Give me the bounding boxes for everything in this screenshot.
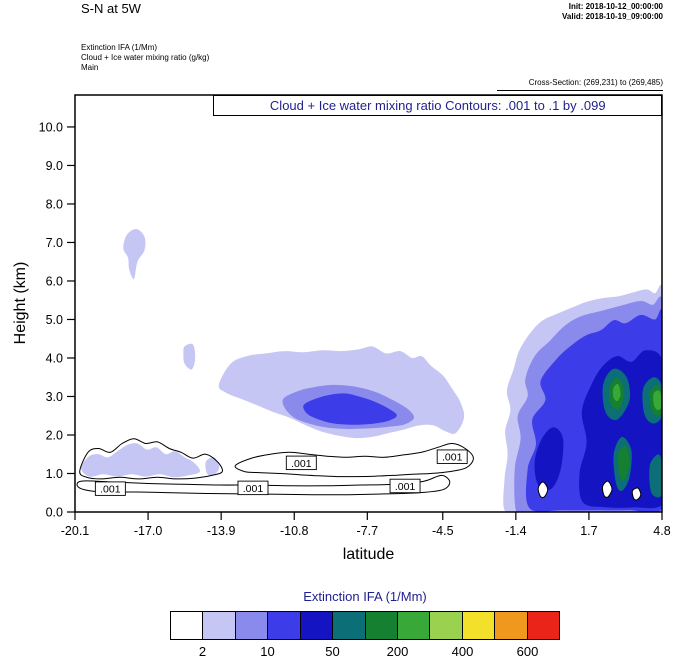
- contour-line-surface-long-loop: [76, 474, 451, 496]
- colorbar-cell-8: [429, 612, 462, 639]
- y-tick-label: 5.0: [46, 313, 63, 327]
- y-tick-label: 4.0: [46, 351, 63, 365]
- contour-label-box: [237, 480, 269, 496]
- y-tick-label: 7.0: [46, 236, 63, 250]
- colorbar-label: 600: [516, 644, 539, 659]
- cross-section-label: Cross-Section: (269,231) to (269,485): [528, 78, 663, 87]
- contour-label-text: .001: [442, 452, 463, 464]
- x-tick-label: -10.8: [280, 524, 309, 538]
- colorbar-label: 200: [386, 644, 409, 659]
- fill-upper-left-blob: [123, 228, 146, 280]
- y-tick-label: 10.0: [39, 120, 63, 134]
- y-tick-label: 1.0: [46, 467, 63, 481]
- contour-title-box: [213, 95, 662, 116]
- contour-line-left-upper-loop: [79, 438, 223, 480]
- contour-title-text: Cloud + Ice water mixing ratio Contours:…: [270, 98, 606, 113]
- colorbar: [170, 611, 560, 640]
- colorbar-label: 10: [260, 644, 275, 659]
- colorbar-label: 50: [325, 644, 340, 659]
- y-tick-label: 2.0: [46, 428, 63, 442]
- field-extinction-label: Extinction IFA (1/Mm): [81, 43, 158, 52]
- colorbar-cell-3: [267, 612, 300, 639]
- page-title: S-N at 5W: [81, 1, 141, 16]
- contour-label-text: .001: [395, 481, 416, 493]
- field-main-label: Main: [81, 63, 99, 72]
- x-tick-label: -13.9: [207, 524, 236, 538]
- fill-right-mass-deepblue: [579, 350, 662, 509]
- colorbar-cell-1: [202, 612, 235, 639]
- x-tick-label: -4.5: [432, 524, 454, 538]
- colorbar-cell-6: [364, 612, 397, 639]
- contour-line-small-hole-3: [631, 487, 642, 501]
- valid-time-label: Valid: 2018-10-19_09:00:00: [562, 12, 663, 21]
- fill-green-spot-2: [653, 390, 662, 411]
- x-axis-label: latitude: [342, 546, 395, 563]
- contour-label-box: [94, 481, 126, 496]
- cross-section-rule: [497, 90, 663, 91]
- x-tick-label: 4.8: [653, 524, 670, 538]
- init-time-label: Init: 2018-10-12_00:00:00: [568, 2, 663, 11]
- y-tick-label: 6.0: [46, 274, 63, 288]
- fill-deepblue-blob-left: [534, 427, 564, 491]
- colorbar-cell-5: [332, 612, 365, 639]
- colorbar-cell-10: [494, 612, 527, 639]
- colorbar-cell-7: [396, 612, 430, 639]
- contour-line-mid-surface-loop: [234, 442, 474, 478]
- contour-label-text: .001: [243, 483, 264, 495]
- field-cloud-label: Cloud + Ice water mixing ratio (g/kg): [81, 53, 210, 62]
- colorbar-label: 2: [198, 644, 207, 659]
- y-tick-label: 3.0: [46, 390, 63, 404]
- y-axis-label: Height (km): [12, 261, 29, 345]
- colorbar-cell-11: [526, 612, 560, 639]
- fill-teal-blob-4: [649, 454, 662, 498]
- colorbar-label: 400: [451, 644, 474, 659]
- colorbar-cell-9: [461, 612, 495, 639]
- y-tick-label: 9.0: [46, 159, 63, 173]
- y-tick-label: 0.0: [46, 506, 63, 520]
- colorbar-cell-0: [171, 612, 203, 639]
- contour-lines-layer: [76, 438, 642, 501]
- contour-line-small-hole-2: [601, 480, 613, 498]
- colorbar-title: Extinction IFA (1/Mm): [303, 589, 427, 604]
- cross-section-plot: 0.0 1.0 2.0 3.0 4.0 5.0 6.0 7.0 8.0 9.0 10.0 -20.1 -…: [39, 94, 671, 538]
- contour-label-text: .001: [100, 484, 121, 496]
- x-tick-label: 1.7: [580, 524, 597, 538]
- x-tick-label: -7.7: [357, 524, 379, 538]
- fill-surface-left-patch-2: [205, 457, 220, 476]
- axes-layer: 0.0 1.0 2.0 3.0 4.0 5.0 6.0 7.0 8.0 9.0 10.0 -20.1 -…: [39, 120, 671, 538]
- fill-mid-band-core: [303, 393, 397, 425]
- x-tick-label: -20.1: [61, 524, 90, 538]
- contour-label-box: [436, 449, 468, 464]
- contour-label-box: [285, 455, 317, 471]
- contour-line-small-hole-1: [537, 481, 549, 499]
- fill-darkgreen-core-3: [618, 445, 630, 481]
- contour-label-text: .001: [291, 458, 312, 470]
- y-tick-label: 8.0: [46, 197, 63, 211]
- fill-mid-sliver: [183, 343, 196, 370]
- colorbar-cell-4: [299, 612, 333, 639]
- fill-green-spot-1: [612, 383, 621, 402]
- contour-label-box: [389, 478, 421, 494]
- contour-fills-layer: [80, 228, 662, 512]
- x-tick-label: -1.4: [505, 524, 527, 538]
- x-tick-label: -17.0: [134, 524, 163, 538]
- fill-surface-left-patch: [80, 443, 201, 478]
- colorbar-cell-2: [234, 612, 268, 639]
